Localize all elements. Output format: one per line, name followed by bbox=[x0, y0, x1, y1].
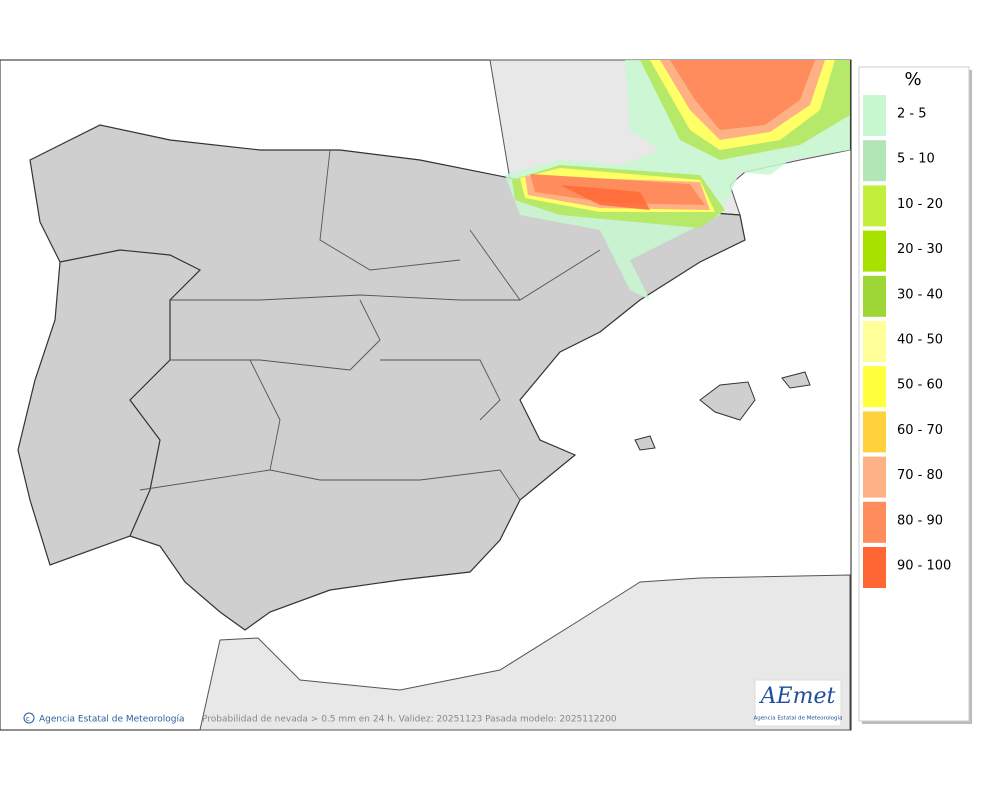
legend-label: 30 - 40 bbox=[897, 287, 943, 302]
legend-swatch bbox=[863, 185, 886, 227]
copyright-icon bbox=[23, 712, 35, 724]
legend-label: 80 - 90 bbox=[897, 513, 943, 528]
logo-box bbox=[754, 679, 842, 727]
legend: % 2 - 5 5 - 10 10 - 20 20 - 30 30 - 40 40 - 5… bbox=[858, 66, 972, 724]
credit: c Agencia Estatal de Meteorología bbox=[23, 712, 185, 725]
logo: AEmet Agencia Estatal de Meteorología bbox=[754, 679, 843, 727]
caption: Probabilidad de nevada > 0.5 mm en 24 h.… bbox=[202, 715, 617, 725]
legend-swatch bbox=[863, 366, 886, 408]
snow-probability bbox=[505, 60, 850, 300]
legend-swatch bbox=[863, 411, 886, 453]
africa bbox=[199, 574, 851, 731]
balearics bbox=[634, 371, 811, 451]
legend-label: 20 - 30 bbox=[897, 242, 943, 257]
legend-label: 90 - 100 bbox=[897, 559, 951, 574]
legend-label: 2 - 5 bbox=[897, 107, 927, 122]
legend-label: 40 - 50 bbox=[897, 333, 943, 348]
legend-label: 50 - 60 bbox=[897, 378, 943, 393]
legend-label: 10 - 20 bbox=[897, 197, 943, 212]
legend-swatch bbox=[863, 547, 886, 588]
legend-swatch bbox=[863, 140, 886, 182]
credit-text: Agencia Estatal de Meteorología bbox=[39, 715, 185, 725]
portugal-border bbox=[59, 249, 202, 537]
legend-label: 5 - 10 bbox=[897, 152, 935, 167]
legend-title: % bbox=[904, 69, 921, 90]
legend-swatch bbox=[863, 456, 886, 498]
copyright-c: c bbox=[26, 715, 30, 723]
map bbox=[0, 59, 852, 731]
legend-swatch bbox=[863, 501, 886, 543]
logo-subtitle: Agencia Estatal de Meteorología bbox=[754, 715, 843, 722]
legend-swatch bbox=[863, 230, 886, 272]
legend-swatch bbox=[863, 275, 886, 317]
logo-name: AEmet bbox=[759, 684, 836, 709]
legend-swatch bbox=[863, 95, 886, 136]
legend-label: 60 - 70 bbox=[897, 423, 943, 438]
legend-swatch bbox=[863, 321, 886, 362]
legend-label: 70 - 80 bbox=[897, 468, 943, 483]
regions bbox=[139, 149, 601, 501]
